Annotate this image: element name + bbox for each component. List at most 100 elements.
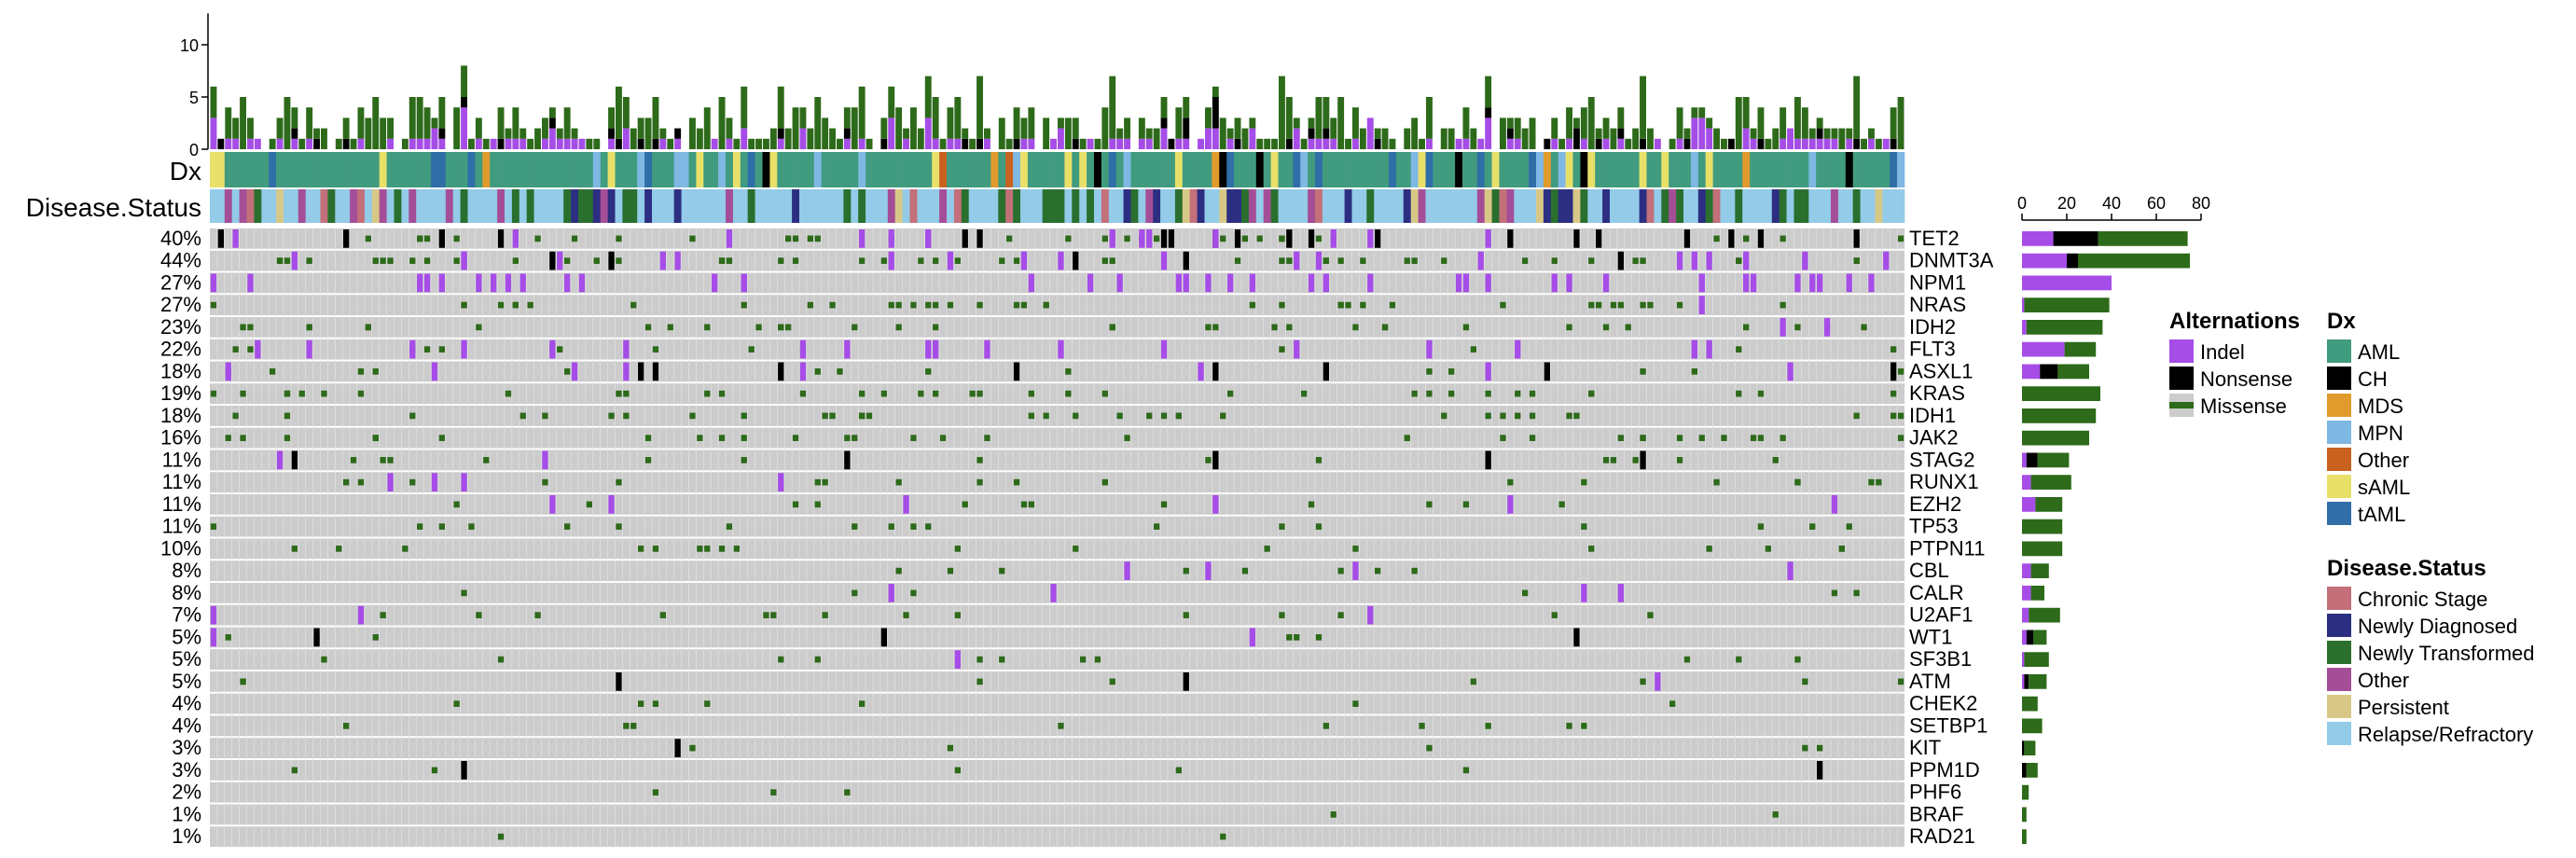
indel-mark [557,251,563,270]
dx-cell [1491,152,1500,187]
status-cell [792,189,800,223]
frequency-label: 3% [172,758,201,782]
status-cell [1101,189,1110,223]
dx-cell [866,152,874,187]
status-cell [431,189,439,223]
indel-bar [512,138,519,149]
missense-mark [225,634,231,641]
status-cell [246,189,255,223]
dx-cell [526,152,534,187]
nonsense-mark [1168,229,1175,248]
dx-cell [1359,152,1367,187]
missense-mark [644,324,652,331]
dx-cell [1831,152,1839,187]
missense-mark [1124,435,1130,441]
status-cell [600,189,608,223]
missense-gene-bar [2026,763,2038,778]
status-cell [1115,189,1124,223]
missense-mark [1154,235,1160,242]
indel-mark [1124,561,1130,580]
indel-mark [1485,362,1491,381]
missense-mark [1794,656,1801,663]
dx-cell [556,152,564,187]
dx-cell [1057,152,1065,187]
missense-mark [1286,324,1293,331]
status-cell [1153,189,1161,223]
dx-cell [1816,152,1824,187]
status-cell [231,189,240,223]
missense-mark [616,478,622,486]
indel-mark [1743,273,1750,293]
missense-bar [1485,76,1492,108]
missense-mark [291,767,298,774]
status-cell [556,189,564,223]
dx-cell [1455,152,1463,187]
missense-mark [409,412,416,420]
indel-mark [461,251,467,270]
status-cell [1543,189,1552,223]
missense-bar [939,138,947,149]
missense-mark [1101,257,1108,264]
nonsense-mark [1160,229,1168,248]
gene-label: ASXL1 [1909,359,1974,382]
missense-mark [527,301,533,309]
indel-mark [888,584,894,602]
gene-label: U2AF1 [1909,603,1973,627]
dx-cell [1837,152,1847,187]
missense-bar [1897,97,1904,149]
missense-bar [1669,138,1676,149]
gene-label: ATM [1909,670,1951,693]
missense-bar [763,138,769,149]
nonsense-bar [461,97,467,108]
missense-bar [1506,118,1514,129]
missense-mark [1375,567,1381,574]
gene-label: RUNX1 [1909,470,1979,493]
dx-cell [851,152,859,187]
indel-gene-bar [2022,563,2031,578]
missense-mark [778,656,784,663]
dx-cell [1381,152,1390,187]
indel-mark [1706,251,1712,270]
disease-status-track [210,189,1905,223]
missense-mark [284,390,291,397]
missense-bar [1116,128,1124,139]
nonsense-bar [438,128,446,139]
dx-cell [1661,152,1669,187]
indel-mark [712,273,718,293]
missense-mark [564,257,571,264]
dx-cell [1529,152,1537,187]
missense-gene-bar [2022,408,2097,423]
dx-track-label: Dx [170,157,201,186]
missense-gene-bar [2029,674,2047,689]
status-cell [1890,189,1898,223]
dx-cell [711,152,719,187]
indel-bar [1787,128,1794,149]
missense-bar [652,97,659,139]
missense-bar [895,107,903,149]
missense-mark [925,368,932,375]
missense-bar [1587,97,1595,149]
missense-bar [1551,118,1558,139]
missense-mark [1691,368,1697,375]
status-cell [505,189,513,223]
dx-cell [350,152,358,187]
indel-mark [512,229,519,248]
frequency-label: 11% [162,515,201,538]
indel-mark [1802,251,1808,270]
missense-mark [689,744,696,752]
axis-tick-label: 10 [180,36,199,55]
nonsense-bar [616,138,622,149]
missense-mark [1315,523,1323,530]
status-cell [1278,189,1286,223]
status-cell [1322,189,1331,223]
status-cell [1270,189,1279,223]
missense-gene-bar [2022,696,2038,712]
missense-mark [895,478,902,486]
dx-cell [1779,152,1787,187]
dx-cell [1336,152,1345,187]
dx-cell [1072,152,1080,187]
indel-mark [925,339,932,359]
missense-bar [1205,107,1212,129]
missense-mark [380,257,386,264]
indel-bar [1808,138,1816,149]
